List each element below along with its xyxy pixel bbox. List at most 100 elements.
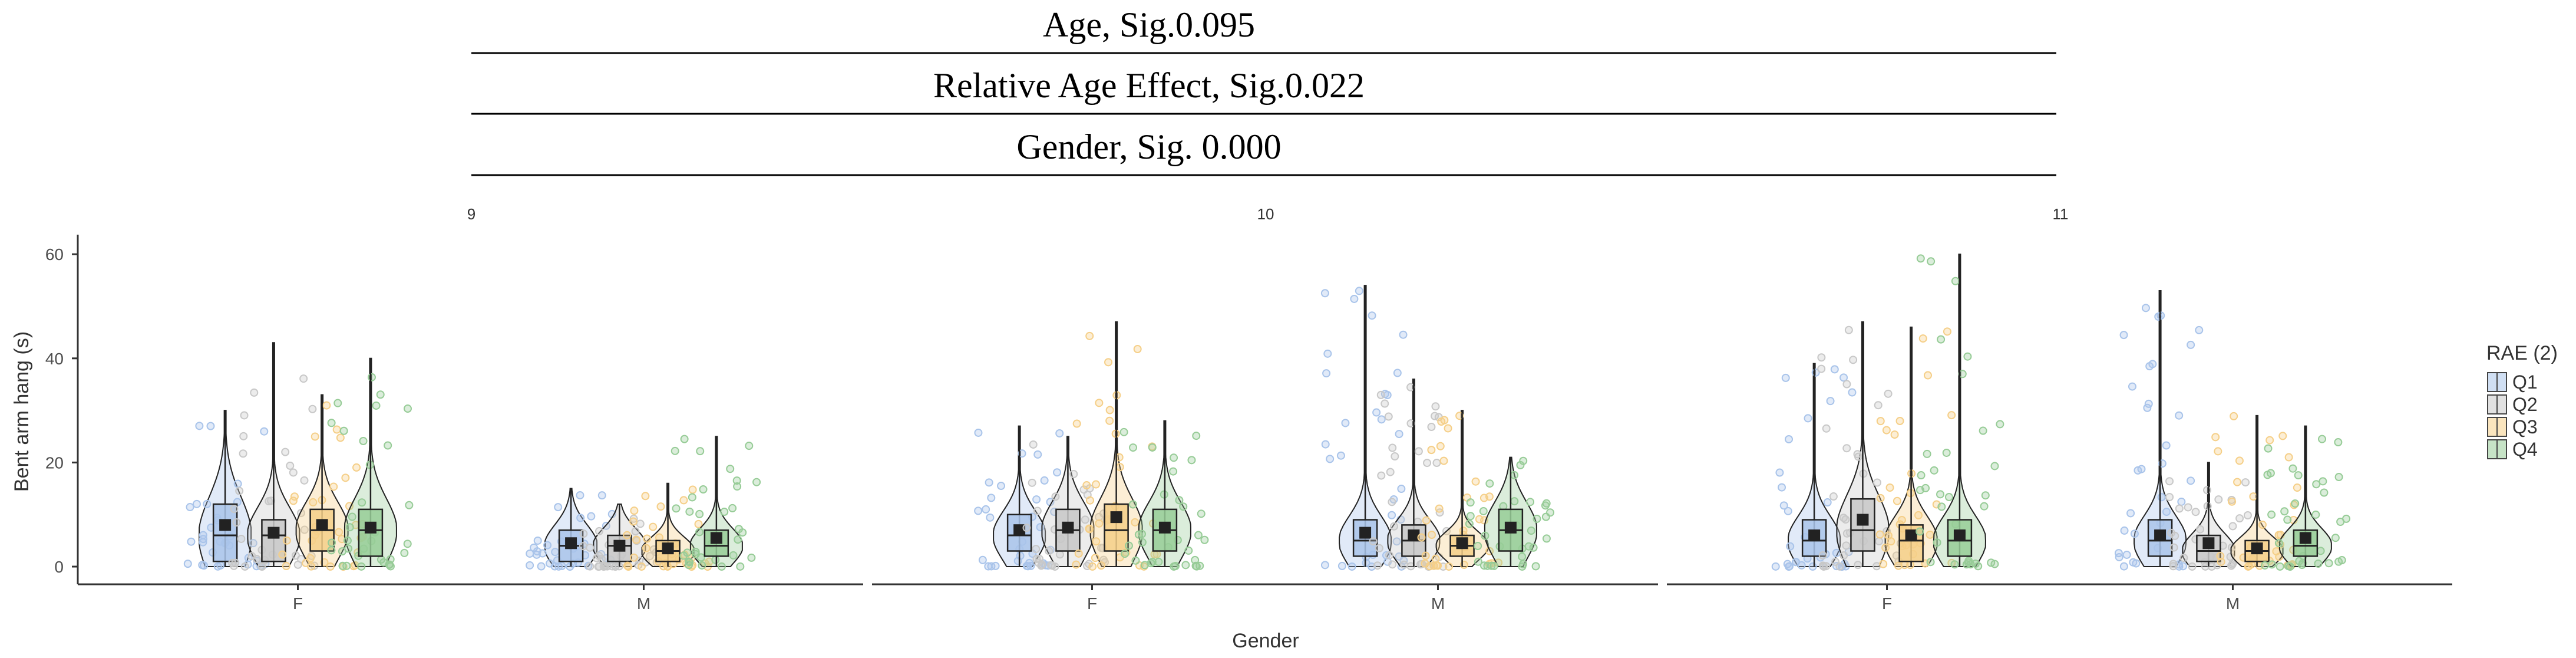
data-point (695, 528, 704, 537)
data-point (1943, 327, 1951, 336)
data-point (352, 463, 361, 472)
data-point (597, 491, 606, 500)
data-point (595, 562, 604, 571)
plot-marks (183, 254, 2351, 571)
data-point (729, 551, 738, 560)
data-point (1131, 518, 1140, 527)
data-point (1474, 542, 1482, 551)
data-point (2278, 432, 2287, 440)
data-point (237, 534, 246, 543)
data-point (358, 498, 366, 507)
data-point (566, 562, 574, 571)
data-point (311, 432, 319, 441)
data-point (240, 411, 249, 420)
data-point (685, 507, 694, 516)
data-point (1133, 345, 1142, 354)
data-point (1072, 560, 1081, 569)
data-point (1129, 443, 1138, 452)
data-point (260, 427, 269, 436)
data-point (691, 547, 700, 556)
box (2147, 519, 2173, 557)
data-point (1950, 560, 1959, 569)
data-point (1818, 551, 1827, 560)
data-point (641, 492, 650, 501)
data-point (1051, 492, 1060, 501)
data-point (1923, 449, 1931, 458)
data-point (1320, 289, 1329, 298)
data-point (1028, 478, 1036, 487)
data-point (2320, 488, 2329, 497)
mean-marker (2154, 529, 2167, 542)
legend-label: Q3 (2512, 416, 2538, 437)
mean-marker (364, 521, 377, 534)
data-point (1393, 369, 1402, 377)
data-point (2211, 433, 2220, 442)
data-point (984, 562, 993, 571)
data-point (1055, 429, 1064, 437)
data-point (586, 543, 595, 552)
data-point (1368, 562, 1376, 571)
data-point (1391, 452, 1399, 460)
data-point (747, 553, 756, 562)
mean-marker (2251, 542, 2263, 555)
data-point (1822, 424, 1831, 433)
data-point (1853, 450, 1862, 459)
data-point (2214, 495, 2223, 504)
data-point (1423, 459, 1432, 468)
data-point (252, 555, 261, 564)
data-point (1341, 419, 1350, 427)
data-point (192, 499, 201, 508)
data-point (1990, 560, 1999, 568)
data-point (326, 562, 335, 571)
data-point (1115, 463, 1124, 472)
data-point (1170, 562, 1178, 571)
data-point (576, 491, 584, 499)
data-point (2334, 557, 2343, 566)
data-point (1839, 551, 1848, 560)
mean-marker (1504, 521, 1517, 534)
data-point (2175, 411, 2184, 420)
violin-group (1771, 363, 1857, 571)
data-point (1980, 502, 1989, 511)
data-point (1884, 389, 1893, 398)
data-point (199, 535, 207, 544)
data-point (403, 404, 412, 413)
data-point (290, 492, 299, 501)
data-point (1399, 560, 1408, 569)
data-point (656, 502, 665, 511)
data-point (978, 555, 987, 564)
data-point (1830, 365, 1839, 374)
header-line-gender: Gender, Sig. 0.000 (1016, 127, 1281, 166)
box (358, 508, 384, 557)
data-point (213, 562, 222, 571)
data-point (1455, 412, 1464, 420)
data-point (1417, 533, 1426, 542)
data-point (2175, 504, 2184, 513)
data-point (1148, 443, 1157, 452)
data-point (1032, 495, 1041, 504)
data-point (1990, 462, 1999, 471)
data-point (1362, 558, 1370, 567)
data-point (1348, 562, 1356, 571)
data-point (1848, 388, 1857, 397)
data-point (1933, 538, 1941, 547)
data-point (359, 436, 368, 445)
violin-group (1022, 436, 1111, 571)
data-point (643, 534, 652, 543)
header-line-rae: Relative Age Effect, Sig.0.022 (933, 66, 1365, 105)
data-point (1427, 446, 1436, 455)
data-point (405, 501, 414, 509)
data-point (695, 509, 704, 518)
data-point (328, 538, 336, 547)
data-point (1841, 515, 1850, 524)
data-point (230, 505, 239, 514)
data-point (1842, 529, 1851, 538)
data-point (1392, 537, 1401, 546)
data-point (1033, 450, 1042, 459)
data-point (631, 527, 640, 536)
data-point (1032, 545, 1041, 554)
data-point (1389, 522, 1398, 531)
data-point (2171, 531, 2179, 540)
data-point (1474, 557, 1482, 566)
